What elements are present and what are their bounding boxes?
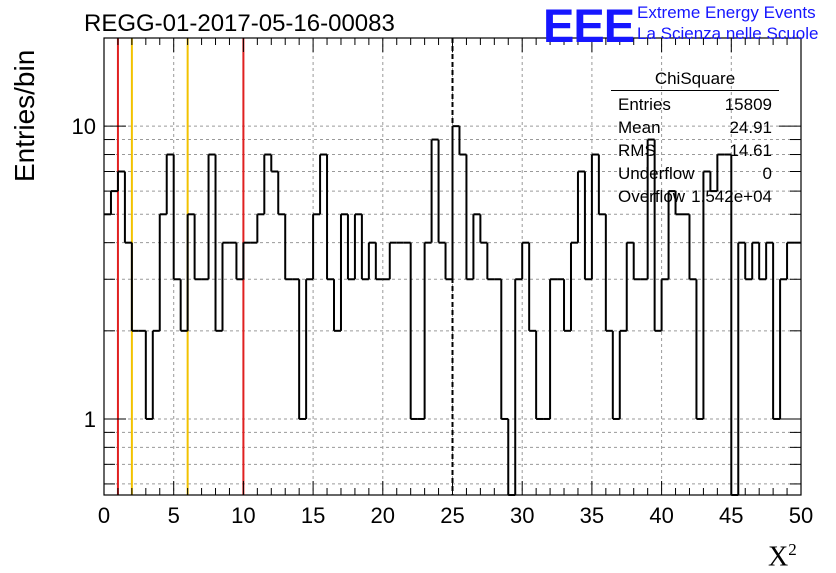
x-tick-label: 10 (231, 503, 255, 528)
logo-line-1: Extreme Energy Events (637, 3, 816, 22)
y-tick-label: 10 (72, 114, 96, 139)
x-tick-label: 50 (789, 503, 813, 528)
stats-row-entries: Entries 15809 (611, 93, 779, 116)
stats-key: Mean (618, 118, 661, 137)
stats-row-mean: Mean 24.91 (611, 116, 779, 139)
x-tick-label: 5 (168, 503, 180, 528)
x-axis-label-superscript: 2 (788, 540, 797, 559)
stats-title: ChiSquare (654, 69, 736, 88)
stats-key: Overflow (618, 187, 686, 206)
stats-row-overflow: Overflow 1.542e+04 (611, 185, 779, 208)
x-axis-label: X2 (768, 540, 797, 573)
y-tick-label: 1 (84, 407, 96, 432)
stats-key: Entries (618, 95, 671, 114)
x-tick-label: 25 (440, 503, 464, 528)
stats-key: RMS (618, 141, 656, 160)
x-tick-label: 15 (301, 503, 325, 528)
run-title: REGG-01-2017-05-16-00083 (84, 10, 395, 37)
y-axis-ticks: 1 10 (72, 37, 801, 485)
x-tick-label: 40 (649, 503, 673, 528)
stats-value: 14.61 (729, 141, 772, 160)
stats-row-rms: RMS 14.61 (611, 139, 779, 162)
logo-line-2: La Scienza nelle Scuole (637, 24, 819, 43)
x-axis-label-base: X (768, 541, 789, 573)
x-tick-label: 45 (719, 503, 743, 528)
y-axis-label: Entries/bin (9, 49, 40, 182)
stats-divider (611, 90, 779, 91)
x-axis-ticks: 0 5 10 15 20 25 30 35 40 45 50 (98, 38, 813, 528)
histogram-series (104, 125, 801, 496)
eee-logo: EEE (543, 0, 635, 52)
stats-row-underflow: Underflow 0 (611, 162, 779, 185)
x-tick-label: 20 (371, 503, 395, 528)
x-tick-label: 0 (98, 503, 110, 528)
stats-value: 1.542e+04 (691, 187, 772, 206)
stats-value: 24.91 (729, 118, 772, 137)
x-tick-label: 35 (580, 503, 604, 528)
stats-value: 0 (762, 164, 772, 183)
x-tick-label: 30 (510, 503, 534, 528)
stats-key: Underflow (618, 164, 695, 183)
stats-box: ChiSquare Entries 15809 Mean 24.91 RMS 1… (611, 68, 779, 208)
stats-value: 15809 (724, 95, 772, 114)
